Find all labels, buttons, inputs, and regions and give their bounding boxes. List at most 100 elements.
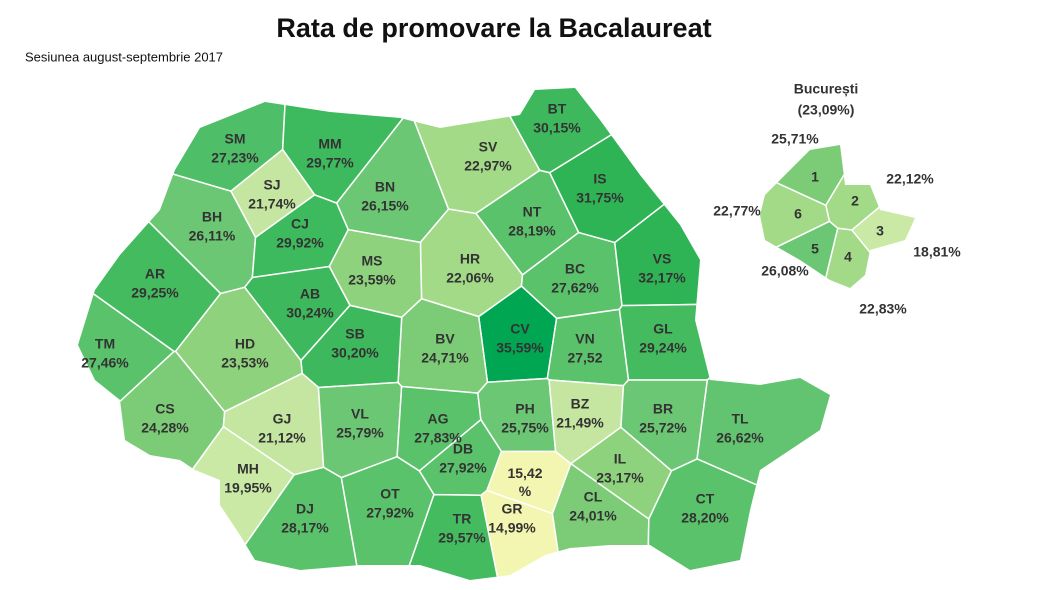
county-code: HD — [235, 336, 255, 352]
county-value: 21,74% — [248, 196, 296, 212]
county-value: 22,97% — [464, 158, 512, 174]
bucharest-title: București — [794, 81, 859, 97]
county-code: AB — [300, 286, 320, 302]
sector-number: 6 — [794, 206, 802, 222]
county-value: 22,06% — [446, 270, 494, 286]
title: Rata de promovare la Bacalaureat — [276, 13, 711, 43]
county-value: 24,01% — [569, 508, 617, 524]
county-value: 26,62% — [716, 430, 764, 446]
county-value: 28,17% — [281, 520, 329, 536]
county-value: 23,17% — [596, 470, 644, 486]
county-value: 29,25% — [131, 285, 179, 301]
county — [399, 493, 501, 580]
county-code: TR — [453, 511, 472, 527]
county-code: VS — [653, 251, 672, 267]
county-value: 28,19% — [508, 223, 556, 239]
county-value: 19,95% — [224, 480, 272, 496]
county — [78, 88, 289, 193]
county-code: BV — [435, 331, 455, 347]
county-value: 29,92% — [276, 235, 324, 251]
county-code: CV — [510, 321, 530, 337]
sector-number: 4 — [844, 249, 852, 265]
county-value: 27,92% — [439, 460, 487, 476]
county-code: BC — [565, 261, 585, 277]
county-code: CT — [696, 491, 715, 507]
county-value: 31,75% — [576, 190, 624, 206]
county-value: 30,20% — [331, 345, 379, 361]
sector-value: 18,81% — [913, 244, 961, 260]
county-value: 32,17% — [638, 270, 686, 286]
county-value: 14,99% — [488, 520, 536, 536]
county-value: 23,53% — [221, 355, 269, 371]
county-code: BN — [375, 179, 395, 195]
county-value: 29,24% — [639, 340, 687, 356]
county-code: SM — [225, 131, 246, 147]
sector-value: 25,71% — [771, 131, 819, 147]
county-code: MH — [237, 461, 259, 477]
county-code: TM — [95, 336, 115, 352]
county-value: 21,12% — [258, 430, 306, 446]
county-value: 23,59% — [348, 272, 396, 288]
sector-number: 1 — [811, 169, 819, 185]
sector-value: 22,83% — [859, 301, 907, 317]
county-value: 25,79% — [336, 425, 384, 441]
county — [486, 450, 572, 515]
county-code: IL — [614, 451, 627, 467]
county-code: GL — [653, 321, 673, 337]
county-code: CL — [584, 489, 603, 505]
county-code: TL — [731, 411, 749, 427]
labels: SM 27,23% MM 29,77% SJ 21,74% BN 26,15% SV 22,97%… — [81, 101, 961, 546]
county-value: 27,62% — [551, 280, 599, 296]
county-code: VL — [351, 406, 369, 422]
county — [340, 455, 435, 580]
county-code: MM — [318, 136, 341, 152]
sector-value: 26,08% — [761, 263, 809, 279]
county-value: 24,28% — [141, 420, 189, 436]
county-code: IS — [593, 171, 606, 187]
county-code: CJ — [291, 216, 309, 232]
county-value: 24,71% — [421, 350, 469, 366]
county-value: 27,83% — [414, 430, 462, 446]
county-value: 21,49% — [556, 415, 604, 431]
county-code: MS — [362, 253, 383, 269]
county-value: 29,77% — [306, 155, 354, 171]
county-value: 30,24% — [286, 305, 334, 321]
county-value: 30,15% — [533, 120, 581, 136]
sector-value: 22,77% — [713, 203, 761, 219]
county-code: CS — [155, 401, 174, 417]
county-code: VN — [575, 331, 594, 347]
county-code: BT — [548, 101, 567, 117]
county-code: PH — [515, 401, 534, 417]
county-code: SJ — [263, 177, 280, 193]
county-value: 25,75% — [501, 420, 549, 436]
county-code: NT — [523, 204, 542, 220]
county-code: DJ — [296, 501, 314, 517]
county-value: 26,15% — [361, 198, 409, 214]
county — [546, 308, 630, 387]
county-code: BZ — [571, 396, 590, 412]
county-value: 35,59% — [496, 340, 544, 356]
county-value: 27,46% — [81, 355, 129, 371]
county-value: 27,92% — [366, 505, 414, 521]
sector-number: 5 — [811, 241, 819, 257]
county-code: AG — [428, 411, 449, 427]
county-value: 25,72% — [639, 420, 687, 436]
sector-number: 2 — [851, 193, 859, 209]
county-value: 27,52 — [567, 350, 602, 366]
sector-number: 3 — [876, 223, 884, 239]
county-value: 15,42% — [507, 465, 542, 499]
county-code: BH — [202, 209, 222, 225]
county-value: 27,23% — [211, 150, 259, 166]
county-code: DB — [453, 441, 473, 457]
county-value: 29,57% — [438, 530, 486, 546]
sector-value: 22,12% — [886, 171, 934, 187]
county-code: HR — [460, 251, 480, 267]
subtitle: Sesiunea august-septembrie 2017 — [25, 49, 223, 64]
county-code: AR — [145, 266, 165, 282]
county-code: GR — [502, 501, 523, 517]
county-code: SB — [345, 326, 364, 342]
county-code: SV — [479, 139, 498, 155]
county-value: 26,11% — [189, 228, 236, 244]
county-code: GJ — [273, 411, 292, 427]
